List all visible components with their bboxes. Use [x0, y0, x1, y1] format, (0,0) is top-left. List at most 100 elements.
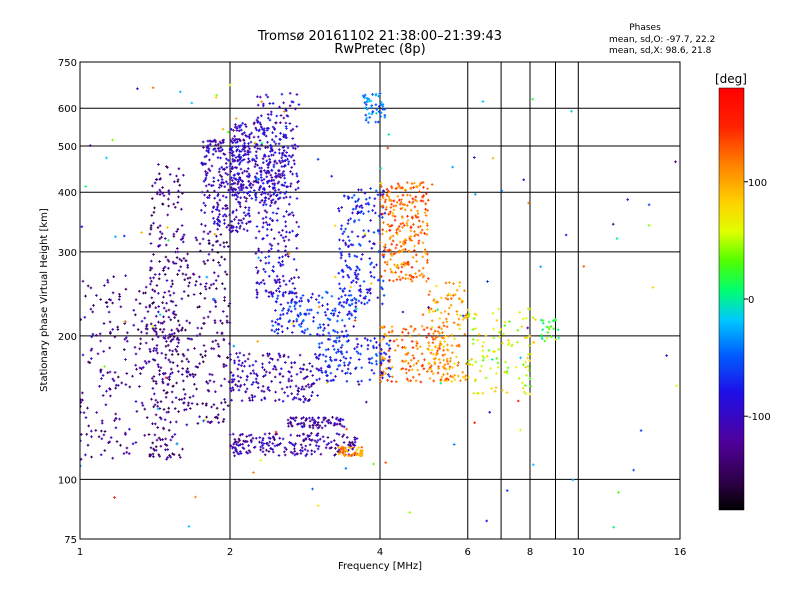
echo-point — [506, 366, 510, 370]
echo-point — [370, 368, 374, 372]
echo-point — [201, 402, 204, 405]
echo-point — [363, 93, 367, 97]
echo-point — [258, 147, 262, 151]
echo-point — [332, 312, 336, 315]
echo-point — [157, 305, 160, 308]
echo-point — [490, 387, 493, 390]
echo-point — [171, 435, 174, 439]
echo-point — [440, 336, 444, 339]
echo-point — [195, 334, 199, 337]
echo-point — [260, 441, 263, 445]
echo-point — [289, 182, 293, 185]
echo-point — [123, 320, 126, 323]
echo-point — [366, 347, 370, 351]
echo-point — [156, 404, 159, 408]
echo-point — [230, 183, 234, 186]
echo-point — [248, 399, 252, 402]
echo-point — [288, 122, 292, 125]
echo-point — [357, 299, 361, 303]
echo-point — [428, 377, 432, 380]
echo-point — [299, 449, 302, 452]
echo-point — [170, 390, 174, 394]
echo-point — [154, 306, 158, 309]
echo-point — [471, 328, 475, 331]
echo-point — [149, 446, 153, 450]
echo-point — [238, 163, 241, 166]
echo-point — [378, 198, 382, 201]
echo-point — [339, 256, 343, 260]
echo-point — [527, 307, 530, 311]
echo-point — [255, 266, 258, 269]
echo-point — [317, 445, 321, 448]
echo-point — [162, 408, 166, 411]
echo-point — [178, 323, 181, 327]
echo-point — [292, 324, 296, 328]
echo-point — [366, 100, 369, 104]
echo-point — [284, 253, 287, 257]
echo-point — [155, 438, 159, 442]
echo-point — [249, 372, 253, 375]
echo-point — [425, 336, 428, 339]
echo-point — [181, 373, 184, 376]
echo-point — [192, 293, 196, 296]
echo-point — [295, 125, 299, 128]
echo-point — [421, 313, 425, 316]
echo-point — [232, 388, 235, 392]
echo-point — [344, 329, 348, 333]
echo-point — [233, 218, 236, 221]
echo-point — [234, 383, 237, 386]
echo-point — [342, 335, 345, 338]
echo-point — [382, 221, 385, 224]
echo-point — [492, 327, 495, 331]
echo-point — [179, 456, 182, 459]
echo-point — [324, 313, 328, 317]
echo-point — [230, 152, 234, 155]
echo-point — [239, 160, 242, 164]
echo-point — [448, 367, 451, 371]
echo-point — [387, 344, 391, 347]
echo-point — [90, 335, 93, 339]
echo-point — [372, 372, 376, 375]
echo-point — [203, 262, 207, 266]
echo-point — [222, 418, 226, 421]
echo-point — [296, 423, 299, 426]
echo-point — [139, 372, 142, 375]
echo-point — [430, 348, 434, 352]
echo-point — [522, 363, 525, 366]
echo-point — [402, 240, 406, 243]
echo-point — [166, 166, 169, 169]
echo-point — [196, 326, 200, 330]
echo-point — [338, 287, 342, 290]
echo-point — [258, 128, 261, 132]
echo-point — [84, 185, 88, 188]
echo-point — [231, 226, 235, 229]
echo-point — [418, 219, 421, 223]
echo-point — [259, 259, 262, 262]
echo-point — [184, 259, 188, 262]
echo-point — [140, 401, 144, 405]
echo-point — [337, 433, 341, 436]
echo-point — [423, 211, 427, 215]
echo-point — [245, 222, 248, 225]
echo-point — [352, 193, 356, 197]
echo-point — [426, 258, 429, 262]
echo-point — [372, 231, 376, 234]
echo-point — [247, 220, 250, 224]
echo-point — [248, 147, 251, 151]
echo-point — [216, 217, 219, 221]
echo-point — [158, 416, 162, 419]
echo-point — [465, 317, 469, 320]
echo-point — [167, 267, 170, 270]
echo-point — [541, 328, 544, 331]
echo-point — [468, 363, 472, 366]
echo-point — [341, 447, 344, 450]
echo-point — [343, 448, 347, 452]
echo-point — [164, 372, 167, 375]
echo-point — [308, 398, 311, 401]
echo-point — [474, 327, 477, 330]
echo-point — [418, 274, 422, 277]
echo-point — [410, 279, 414, 283]
echo-point — [390, 325, 394, 329]
echo-point — [187, 294, 190, 297]
echo-point — [348, 255, 351, 258]
